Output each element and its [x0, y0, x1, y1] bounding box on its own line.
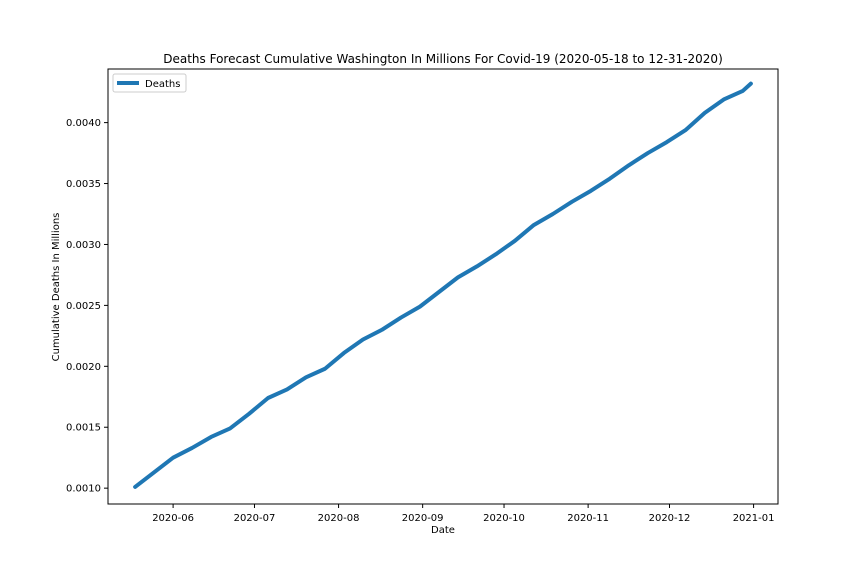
y-axis: 0.0010 0.0015 0.0020 0.0025 0.0030 0.0035 0.00… [66, 118, 108, 495]
y-tick-label: 0.0040 [66, 118, 101, 129]
y-tick-label: 0.0020 [66, 362, 101, 373]
series-line-deaths [133, 81, 753, 489]
x-tick-label: 2020-10 [483, 513, 525, 524]
x-tick-label: 2021-01 [733, 513, 775, 524]
y-tick-label: 0.0025 [66, 301, 101, 312]
x-tick-label: 2020-06 [152, 513, 194, 524]
legend-label-deaths: Deaths [145, 79, 180, 90]
chart-title: Deaths Forecast Cumulative Washington In… [163, 52, 723, 66]
legend-frame [112, 73, 187, 93]
x-tick-label: 2020-09 [402, 513, 444, 524]
legend: Deaths [112, 73, 187, 93]
x-tick-label: 2020-08 [318, 513, 360, 524]
y-axis-title: Cumulative Deaths In Millions [51, 213, 62, 362]
x-tick-label: 2020-11 [567, 513, 609, 524]
x-axis-title: Date [431, 525, 455, 536]
x-axis: 2020-06 2020-07 2020-08 2020-09 2020-10 2020-… [152, 504, 774, 524]
x-tick-label: 2020-12 [649, 513, 691, 524]
y-tick-label: 0.0010 [66, 484, 101, 495]
x-tick-label: 2020-07 [234, 513, 276, 524]
y-tick-label: 0.0015 [66, 423, 101, 434]
plot-frame [107, 68, 779, 505]
y-tick-label: 0.0035 [66, 179, 101, 190]
y-tick-label: 0.0030 [66, 240, 101, 251]
series-layer [133, 81, 753, 489]
